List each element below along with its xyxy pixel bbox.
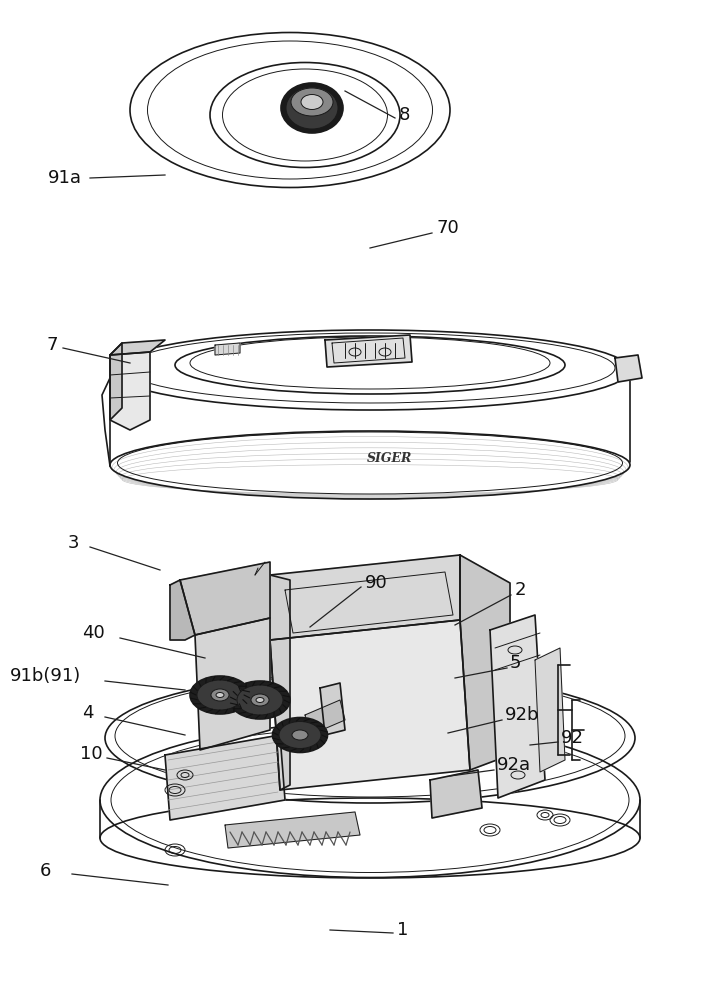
Polygon shape	[165, 735, 285, 820]
Polygon shape	[615, 355, 642, 382]
Polygon shape	[270, 555, 460, 640]
Ellipse shape	[216, 692, 224, 698]
Ellipse shape	[230, 681, 290, 719]
Text: 91a: 91a	[48, 169, 82, 187]
Polygon shape	[215, 343, 240, 355]
Text: 5: 5	[510, 654, 521, 672]
Text: 6: 6	[40, 862, 51, 880]
Polygon shape	[270, 620, 470, 790]
Ellipse shape	[279, 722, 321, 748]
Polygon shape	[305, 700, 345, 735]
Text: 2: 2	[515, 581, 526, 599]
Polygon shape	[110, 340, 165, 355]
Polygon shape	[110, 352, 150, 430]
Text: 3: 3	[68, 534, 80, 552]
Text: 92: 92	[561, 729, 584, 747]
Polygon shape	[180, 562, 270, 635]
Ellipse shape	[301, 95, 323, 109]
Polygon shape	[320, 683, 345, 735]
Text: 40: 40	[82, 624, 105, 642]
Text: 92a: 92a	[497, 756, 531, 774]
Polygon shape	[430, 770, 482, 818]
Ellipse shape	[211, 689, 229, 701]
Ellipse shape	[256, 698, 264, 702]
Polygon shape	[325, 335, 412, 367]
Ellipse shape	[237, 685, 283, 715]
Polygon shape	[110, 343, 122, 420]
Text: 7: 7	[47, 336, 58, 354]
Ellipse shape	[281, 83, 343, 133]
Ellipse shape	[291, 88, 333, 116]
Polygon shape	[490, 615, 545, 798]
Text: 8: 8	[399, 106, 411, 124]
Ellipse shape	[197, 680, 243, 710]
Text: 70: 70	[436, 219, 459, 237]
Text: 92b: 92b	[505, 706, 539, 724]
Polygon shape	[535, 648, 565, 772]
Polygon shape	[195, 618, 270, 750]
Ellipse shape	[190, 676, 250, 714]
Ellipse shape	[292, 730, 308, 740]
Text: 91b(91): 91b(91)	[10, 667, 81, 685]
Polygon shape	[170, 580, 195, 640]
Ellipse shape	[286, 87, 338, 129]
Polygon shape	[270, 575, 290, 790]
Ellipse shape	[251, 694, 269, 706]
Text: 1: 1	[397, 921, 408, 939]
Text: SIGER: SIGER	[367, 452, 413, 464]
Polygon shape	[225, 812, 360, 848]
Text: 10: 10	[80, 745, 103, 763]
Text: 4: 4	[82, 704, 93, 722]
Ellipse shape	[273, 718, 327, 752]
Text: 90: 90	[365, 574, 388, 592]
Polygon shape	[460, 555, 510, 770]
